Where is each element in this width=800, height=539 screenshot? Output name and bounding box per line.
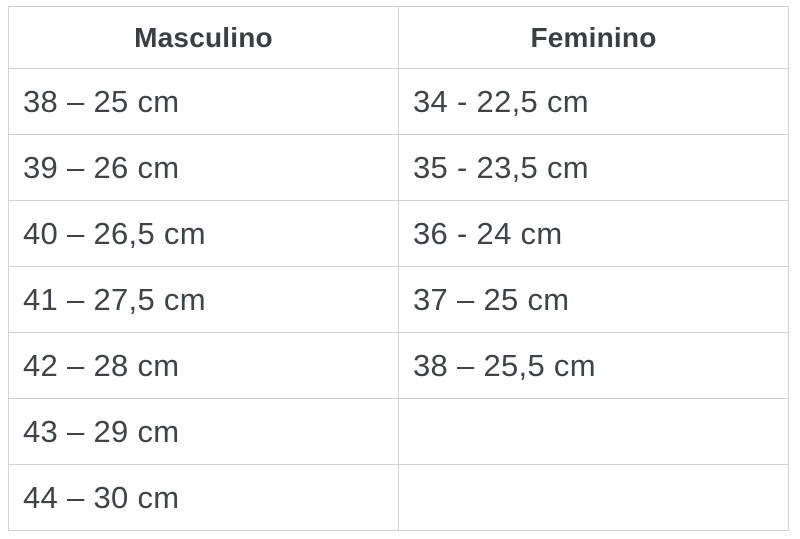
size-cell-feminino: 35 - 23,5 cm <box>398 134 789 201</box>
size-cell-feminino: 34 - 22,5 cm <box>398 68 789 135</box>
size-cell-masculino: 38 – 25 cm <box>8 68 399 135</box>
table-body: 38 – 25 cm 34 - 22,5 cm 39 – 26 cm 35 - … <box>8 68 789 531</box>
column-header-feminino: Feminino <box>398 6 789 69</box>
size-cell-masculino: 40 – 26,5 cm <box>8 200 399 267</box>
size-cell-masculino: 41 – 27,5 cm <box>8 266 399 333</box>
column-header-masculino: Masculino <box>8 6 399 69</box>
table-row: 41 – 27,5 cm 37 – 25 cm <box>8 266 789 333</box>
table-row: 40 – 26,5 cm 36 - 24 cm <box>8 200 789 267</box>
table-row: 38 – 25 cm 34 - 22,5 cm <box>8 68 789 135</box>
table-row: 44 – 30 cm <box>8 464 789 531</box>
table-header: Masculino Feminino <box>8 6 789 69</box>
size-cell-masculino: 39 – 26 cm <box>8 134 399 201</box>
size-cell-masculino: 42 – 28 cm <box>8 332 399 399</box>
size-conversion-table: Masculino Feminino 38 – 25 cm 34 - 22,5 … <box>8 6 789 531</box>
size-cell-feminino: 38 – 25,5 cm <box>398 332 789 399</box>
table-row: 43 – 29 cm <box>8 398 789 465</box>
size-cell-masculino: 43 – 29 cm <box>8 398 399 465</box>
size-cell-feminino: 37 – 25 cm <box>398 266 789 333</box>
size-cell-feminino <box>398 398 789 465</box>
size-cell-masculino: 44 – 30 cm <box>8 464 399 531</box>
size-conversion-table-container: Masculino Feminino 38 – 25 cm 34 - 22,5 … <box>8 6 789 531</box>
table-row: 39 – 26 cm 35 - 23,5 cm <box>8 134 789 201</box>
header-row: Masculino Feminino <box>8 6 789 69</box>
table-row: 42 – 28 cm 38 – 25,5 cm <box>8 332 789 399</box>
size-cell-feminino: 36 - 24 cm <box>398 200 789 267</box>
size-cell-feminino <box>398 464 789 531</box>
